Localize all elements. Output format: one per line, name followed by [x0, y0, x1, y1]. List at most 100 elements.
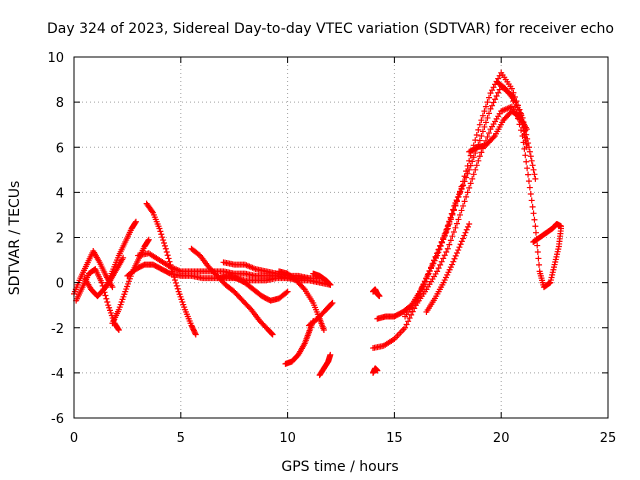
data-point: [411, 305, 418, 312]
data-point: [432, 253, 439, 260]
data-point: [525, 178, 532, 185]
tick-labels: 0 5 10 15 20 25 -6 -4 -2 0 2 4 6 8 10: [47, 51, 616, 446]
data-point: [414, 294, 421, 301]
data-point: [473, 162, 480, 169]
y-tick-label: 8: [56, 96, 64, 111]
data-point: [374, 367, 381, 374]
data-point: [525, 140, 532, 147]
chart-title: Day 324 of 2023, Sidereal Day-to-day VTE…: [47, 21, 614, 37]
data-point: [496, 86, 503, 93]
data-point: [460, 178, 467, 185]
data-point: [450, 207, 457, 214]
x-tick-label: 10: [279, 431, 296, 446]
data-point: [435, 246, 442, 253]
x-tick-label: 20: [493, 431, 510, 446]
data-point: [487, 105, 494, 112]
data-point: [463, 193, 470, 200]
data-point: [527, 153, 534, 160]
data-point: [102, 292, 109, 299]
data-point: [173, 282, 180, 289]
data-point: [452, 224, 459, 231]
data-point: [161, 239, 168, 246]
data-point: [428, 264, 435, 271]
data-point: [449, 233, 456, 240]
data-point: [464, 189, 471, 196]
data-point: [449, 206, 456, 213]
data-point: [320, 327, 327, 334]
data-point: [172, 277, 179, 284]
data-point: [525, 171, 532, 178]
data-point: [463, 168, 470, 175]
data-point: [418, 284, 425, 291]
data-point: [458, 183, 465, 190]
data-point: [156, 225, 163, 232]
data-point: [284, 288, 291, 295]
data-point: [452, 252, 459, 259]
data-point: [440, 255, 447, 262]
data-point: [435, 265, 442, 272]
data-point: [457, 241, 464, 248]
data-point: [455, 216, 462, 223]
data-point: [460, 235, 467, 242]
data-point: [528, 157, 535, 164]
data-point: [443, 229, 450, 236]
data-point: [443, 226, 450, 233]
data-point: [478, 132, 485, 139]
data-point: [529, 203, 536, 210]
data-point: [149, 208, 156, 215]
data-point: [440, 236, 447, 243]
data-point: [164, 252, 171, 259]
data-point: [423, 275, 430, 282]
data-point: [450, 229, 457, 236]
data-point: [192, 330, 199, 337]
data-point: [421, 278, 428, 285]
data-point: [526, 184, 533, 191]
data-point: [446, 220, 453, 227]
data-point: [165, 255, 172, 262]
y-tick-label: -6: [51, 412, 64, 427]
data-point: [476, 121, 483, 128]
data-point: [464, 162, 471, 169]
data-point: [461, 232, 468, 239]
data-point: [441, 232, 448, 239]
data-point: [160, 237, 167, 244]
data-point: [467, 180, 474, 187]
data-point: [449, 211, 456, 218]
data-point: [525, 144, 532, 151]
data-point: [558, 223, 565, 230]
data-point: [449, 261, 456, 268]
data-point: [528, 197, 535, 204]
x-tick-label: 0: [70, 431, 78, 446]
data-point: [438, 239, 445, 246]
data-point: [479, 128, 486, 135]
data-point: [447, 237, 454, 244]
data-point: [329, 299, 336, 306]
data-point: [434, 250, 441, 257]
y-tick-label: 0: [56, 277, 64, 292]
data-point: [475, 126, 482, 133]
data-point: [145, 237, 152, 244]
data-point: [158, 231, 165, 238]
data-point: [104, 298, 111, 305]
data-point: [481, 108, 488, 115]
y-tick-label: -4: [51, 367, 64, 382]
data-point: [165, 269, 172, 276]
gridlines: [74, 57, 608, 418]
data-point: [493, 93, 500, 100]
data-point: [458, 207, 465, 214]
data-point: [326, 281, 333, 288]
data-point: [532, 223, 539, 230]
data-point: [455, 193, 462, 200]
data-point: [462, 229, 469, 236]
data-point: [472, 137, 479, 144]
x-tick-label: 5: [177, 431, 185, 446]
data-point: [402, 324, 409, 331]
data-point: [163, 249, 170, 256]
data-point: [453, 198, 460, 205]
data-point: [424, 271, 431, 278]
data-point: [420, 281, 427, 288]
data-point: [466, 166, 473, 173]
data-point: [172, 279, 179, 286]
data-point: [437, 261, 444, 268]
data-point: [145, 236, 152, 243]
